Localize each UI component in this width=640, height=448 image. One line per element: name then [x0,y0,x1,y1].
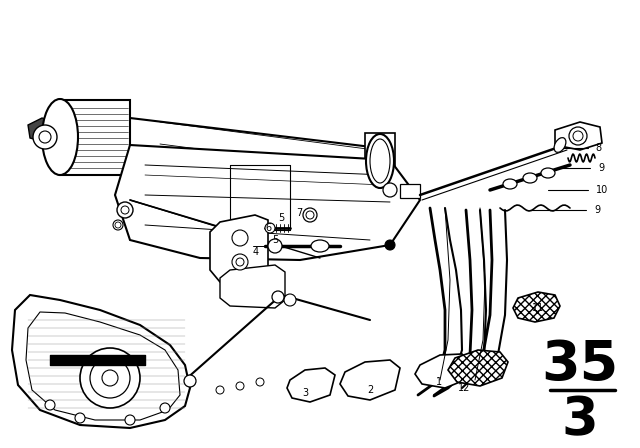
Polygon shape [340,360,400,400]
Ellipse shape [232,230,248,246]
Ellipse shape [45,400,55,410]
Text: 3: 3 [302,388,308,398]
Polygon shape [555,122,602,150]
Polygon shape [220,265,285,308]
Polygon shape [115,145,420,260]
Ellipse shape [102,370,118,386]
Ellipse shape [184,375,196,387]
Polygon shape [415,354,470,388]
Ellipse shape [90,358,130,398]
Ellipse shape [232,254,248,270]
Polygon shape [287,368,335,402]
Ellipse shape [569,127,587,145]
Text: 3: 3 [562,394,598,446]
Polygon shape [60,100,130,175]
Text: 1: 1 [436,377,442,387]
Ellipse shape [303,208,317,222]
Ellipse shape [306,211,314,219]
Ellipse shape [256,378,264,386]
Polygon shape [210,215,268,287]
Ellipse shape [113,220,123,230]
Polygon shape [26,312,180,420]
Ellipse shape [121,206,129,214]
Ellipse shape [554,138,566,152]
Ellipse shape [125,415,135,425]
Text: 7: 7 [296,208,302,218]
Text: 8: 8 [595,143,601,153]
Text: 4: 4 [253,247,259,257]
Ellipse shape [42,99,78,175]
Ellipse shape [370,139,390,183]
Ellipse shape [366,134,394,188]
Polygon shape [448,350,508,386]
Polygon shape [28,118,58,142]
Ellipse shape [160,403,170,413]
Text: 9: 9 [598,163,604,173]
Text: 5: 5 [272,235,278,245]
Ellipse shape [272,291,284,303]
Ellipse shape [284,294,296,306]
Ellipse shape [39,131,51,143]
Ellipse shape [523,173,537,183]
Ellipse shape [503,179,517,189]
Ellipse shape [236,258,244,266]
Ellipse shape [33,125,57,149]
Text: 12: 12 [458,383,470,393]
Ellipse shape [216,386,224,394]
Ellipse shape [268,239,282,253]
Ellipse shape [385,240,395,250]
Text: 11: 11 [532,303,544,313]
Text: 35: 35 [541,338,619,392]
Ellipse shape [541,168,555,178]
Polygon shape [365,133,395,190]
Text: 10: 10 [596,185,608,195]
Ellipse shape [265,223,275,233]
Ellipse shape [383,183,397,197]
Ellipse shape [311,240,329,252]
Ellipse shape [115,222,121,228]
Polygon shape [513,292,560,322]
Text: 2: 2 [367,385,373,395]
Text: 9: 9 [594,205,600,215]
Polygon shape [400,184,420,198]
Text: 6: 6 [265,223,271,233]
Ellipse shape [573,131,583,141]
Ellipse shape [117,202,133,218]
Text: 5: 5 [278,213,284,223]
Polygon shape [12,295,190,428]
Ellipse shape [75,413,85,423]
Ellipse shape [236,382,244,390]
Ellipse shape [80,348,140,408]
